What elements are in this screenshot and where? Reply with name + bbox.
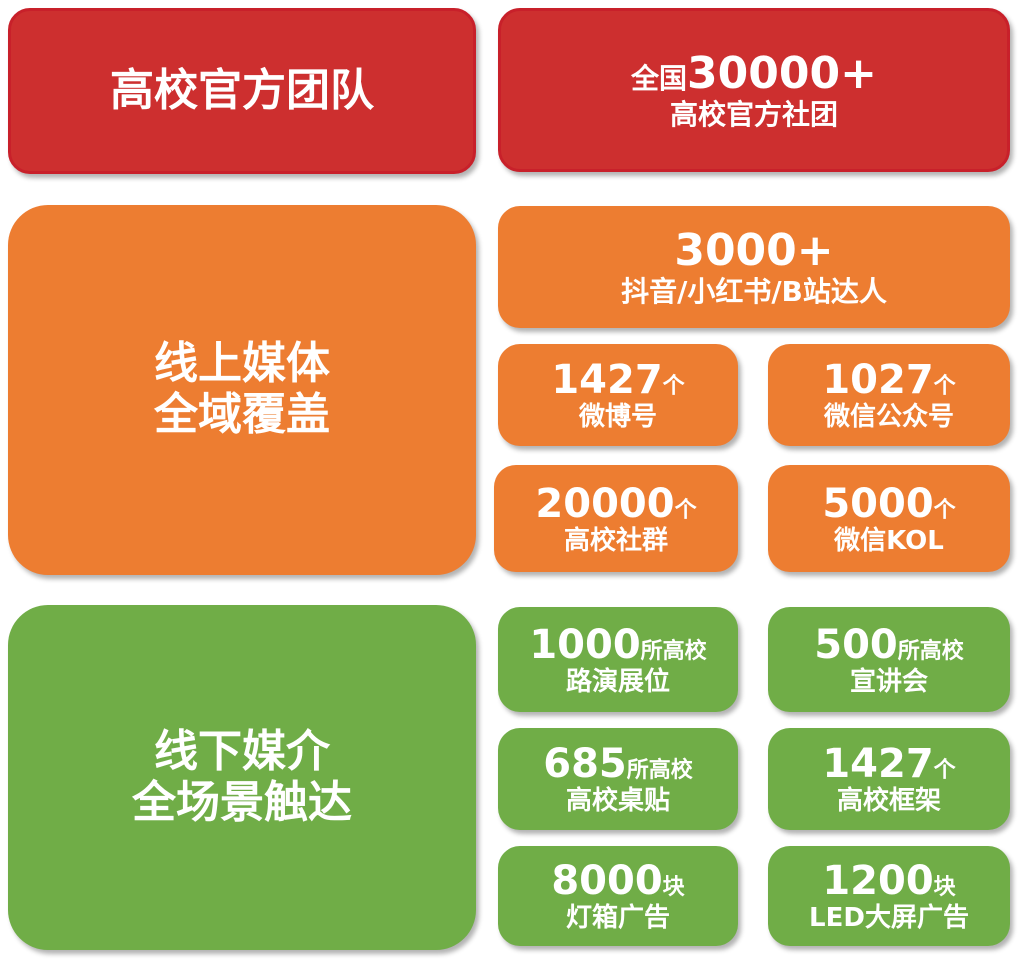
- tile-sub: 宣讲会: [849, 666, 928, 697]
- tile-sub: 高校桌贴: [565, 786, 670, 817]
- online-label-line1: 线上媒体: [154, 338, 330, 390]
- stat-tile: 8000块 灯箱广告: [498, 846, 738, 946]
- tile-unit: 个: [674, 497, 697, 523]
- offline-label-line2: 全场景触达: [132, 776, 352, 828]
- tile-num: 1427: [551, 357, 663, 404]
- tile-sub: 灯箱广告: [565, 903, 670, 934]
- tile-unit: 所高校: [640, 638, 707, 664]
- tile-unit: 所高校: [897, 638, 964, 664]
- tile-num: 20000: [535, 480, 675, 527]
- tile-sub: 抖音/小红书/B站达人: [621, 275, 887, 309]
- stat-tile: 5000个 微信KOL: [768, 465, 1010, 572]
- stat-prefix: 全国: [631, 61, 688, 95]
- stat-num: 30000+: [687, 47, 877, 99]
- tile-unit: 个: [662, 374, 685, 400]
- tile-num: 1000: [529, 621, 641, 668]
- stat-tile: 1200块 LED大屏广告: [768, 846, 1010, 946]
- tile-unit: 块: [662, 875, 685, 901]
- tile-sub: 高校社群: [563, 525, 668, 556]
- stat-tile: 1427个 微博号: [498, 344, 738, 446]
- tile-sub: 路演展位: [565, 666, 670, 697]
- team-label: 高校官方团队: [110, 64, 374, 116]
- offline-label-line1: 线下媒介: [154, 725, 330, 777]
- online-wide-tile: 3000+ 抖音/小红书/B站达人: [498, 206, 1010, 328]
- tile-num: 8000: [551, 858, 663, 905]
- tile-num: 3000+: [674, 224, 834, 276]
- stat-tile: 500所高校 宣讲会: [768, 607, 1010, 712]
- offline-label-box: 线下媒介 全场景触达: [8, 605, 476, 950]
- stat-tile: 1027个 微信公众号: [768, 344, 1010, 446]
- team-label-box: 高校官方团队: [8, 8, 476, 174]
- tile-num: 1027: [822, 357, 934, 404]
- tile-unit: 所高校: [626, 758, 693, 784]
- tile-sub: 高校框架: [836, 786, 941, 817]
- tile-num: 5000: [822, 480, 934, 527]
- online-label-line2: 全域覆盖: [154, 389, 330, 440]
- stat-tile: 1000所高校 路演展位: [498, 607, 738, 712]
- tile-num: 1427: [822, 741, 934, 788]
- stat-sub: 高校官方社团: [669, 98, 838, 132]
- stat-tile: 1427个 高校框架: [768, 728, 1010, 830]
- tile-num: 500: [814, 621, 898, 668]
- tile-unit: 块: [933, 875, 956, 901]
- tile-num: 1200: [822, 858, 934, 905]
- tile-unit: 个: [933, 758, 956, 784]
- team-stat-box: 全国30000+ 高校官方社团: [498, 8, 1010, 172]
- tile-sub: 微博号: [578, 402, 657, 433]
- online-label-box: 线上媒体 全域覆盖: [8, 205, 476, 575]
- tile-unit: 个: [933, 374, 956, 400]
- stat-tile: 685所高校 高校桌贴: [498, 728, 738, 830]
- tile-sub: 微信KOL: [834, 525, 944, 556]
- tile-sub: LED大屏广告: [809, 903, 969, 934]
- tile-sub: 微信公众号: [823, 402, 954, 433]
- tile-unit: 个: [933, 497, 956, 523]
- tile-num: 685: [543, 741, 627, 788]
- stat-tile: 20000个 高校社群: [494, 465, 738, 572]
